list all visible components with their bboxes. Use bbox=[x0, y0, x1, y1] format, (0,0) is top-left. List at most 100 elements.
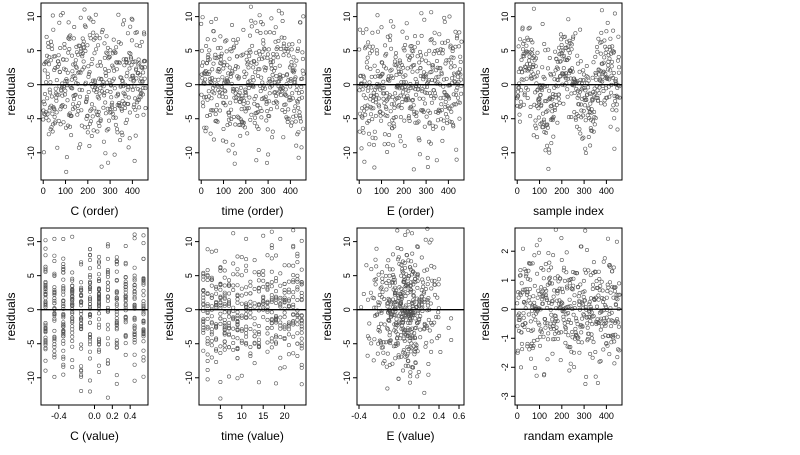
data-point bbox=[528, 105, 533, 110]
data-point bbox=[251, 65, 256, 70]
data-point bbox=[88, 275, 93, 280]
data-point bbox=[442, 15, 447, 20]
data-point bbox=[280, 73, 285, 78]
data-point bbox=[61, 264, 66, 269]
data-point bbox=[367, 51, 372, 56]
data-point bbox=[129, 16, 134, 21]
data-point bbox=[123, 314, 128, 319]
data-point bbox=[112, 152, 117, 157]
data-point bbox=[123, 334, 128, 339]
data-point bbox=[449, 316, 454, 321]
data-point bbox=[412, 109, 417, 114]
data-point bbox=[299, 343, 304, 348]
data-point bbox=[537, 322, 542, 327]
data-point bbox=[70, 344, 75, 349]
data-point bbox=[400, 100, 405, 105]
data-point bbox=[365, 297, 370, 302]
data-point bbox=[114, 45, 119, 50]
data-point bbox=[594, 279, 599, 284]
x-tick-label: 200 bbox=[80, 186, 95, 196]
data-point bbox=[105, 395, 110, 400]
data-point bbox=[421, 70, 426, 75]
data-point bbox=[567, 297, 572, 302]
data-point bbox=[105, 89, 110, 94]
data-point bbox=[387, 333, 392, 338]
data-point bbox=[418, 327, 423, 332]
data-point bbox=[114, 258, 119, 263]
data-point bbox=[441, 77, 446, 82]
data-point bbox=[44, 115, 49, 120]
data-point bbox=[404, 35, 409, 40]
data-point bbox=[524, 43, 529, 48]
data-point bbox=[525, 96, 530, 101]
data-point bbox=[231, 317, 236, 322]
data-point bbox=[387, 78, 392, 83]
data-point bbox=[137, 61, 142, 66]
data-point bbox=[298, 119, 303, 124]
data-point bbox=[44, 59, 49, 64]
data-point bbox=[209, 343, 214, 348]
data-point bbox=[414, 80, 419, 85]
data-point bbox=[88, 296, 93, 301]
data-point bbox=[235, 356, 240, 361]
data-point bbox=[209, 295, 214, 300]
data-point bbox=[534, 126, 539, 131]
data-point bbox=[72, 97, 77, 102]
data-point bbox=[114, 262, 119, 267]
data-point bbox=[525, 290, 530, 295]
data-point bbox=[455, 85, 460, 90]
data-point bbox=[415, 374, 420, 379]
data-point bbox=[605, 236, 610, 241]
data-point bbox=[579, 340, 584, 345]
data-point bbox=[515, 350, 520, 355]
data-point bbox=[218, 294, 223, 299]
data-point bbox=[432, 30, 437, 35]
data-point bbox=[205, 268, 210, 273]
data-point bbox=[286, 116, 291, 121]
data-point bbox=[611, 28, 616, 33]
data-point bbox=[373, 257, 378, 262]
data-point bbox=[227, 314, 232, 319]
data-point bbox=[213, 77, 218, 82]
data-point bbox=[408, 320, 413, 325]
data-point bbox=[99, 164, 104, 169]
data-point bbox=[435, 295, 440, 300]
data-point bbox=[85, 130, 90, 135]
data-point bbox=[114, 327, 119, 332]
data-point bbox=[411, 270, 416, 275]
data-point bbox=[272, 30, 277, 35]
data-point bbox=[360, 106, 365, 111]
data-point bbox=[530, 47, 535, 52]
data-point bbox=[70, 315, 75, 320]
data-point bbox=[134, 30, 139, 35]
data-point bbox=[357, 129, 362, 134]
data-point bbox=[282, 110, 287, 115]
data-point bbox=[406, 359, 411, 364]
data-point bbox=[253, 20, 258, 25]
data-point bbox=[52, 253, 57, 258]
data-point bbox=[286, 322, 291, 327]
data-point bbox=[517, 315, 522, 320]
data-point bbox=[132, 296, 137, 301]
data-point bbox=[374, 312, 379, 317]
data-point bbox=[551, 321, 556, 326]
data-point bbox=[224, 38, 229, 43]
data-point bbox=[235, 310, 240, 315]
data-point bbox=[556, 330, 561, 335]
data-point bbox=[126, 145, 131, 150]
data-point bbox=[274, 74, 279, 79]
data-point bbox=[103, 100, 108, 105]
data-point bbox=[79, 260, 84, 265]
data-point bbox=[54, 98, 59, 103]
data-point bbox=[67, 37, 72, 42]
data-point bbox=[57, 20, 62, 25]
data-point bbox=[613, 303, 618, 308]
data-point bbox=[132, 285, 137, 290]
data-point bbox=[533, 317, 538, 322]
data-point bbox=[536, 115, 541, 120]
data-point bbox=[383, 66, 388, 71]
data-point bbox=[226, 117, 231, 122]
data-point bbox=[97, 322, 102, 327]
data-point bbox=[61, 237, 66, 242]
